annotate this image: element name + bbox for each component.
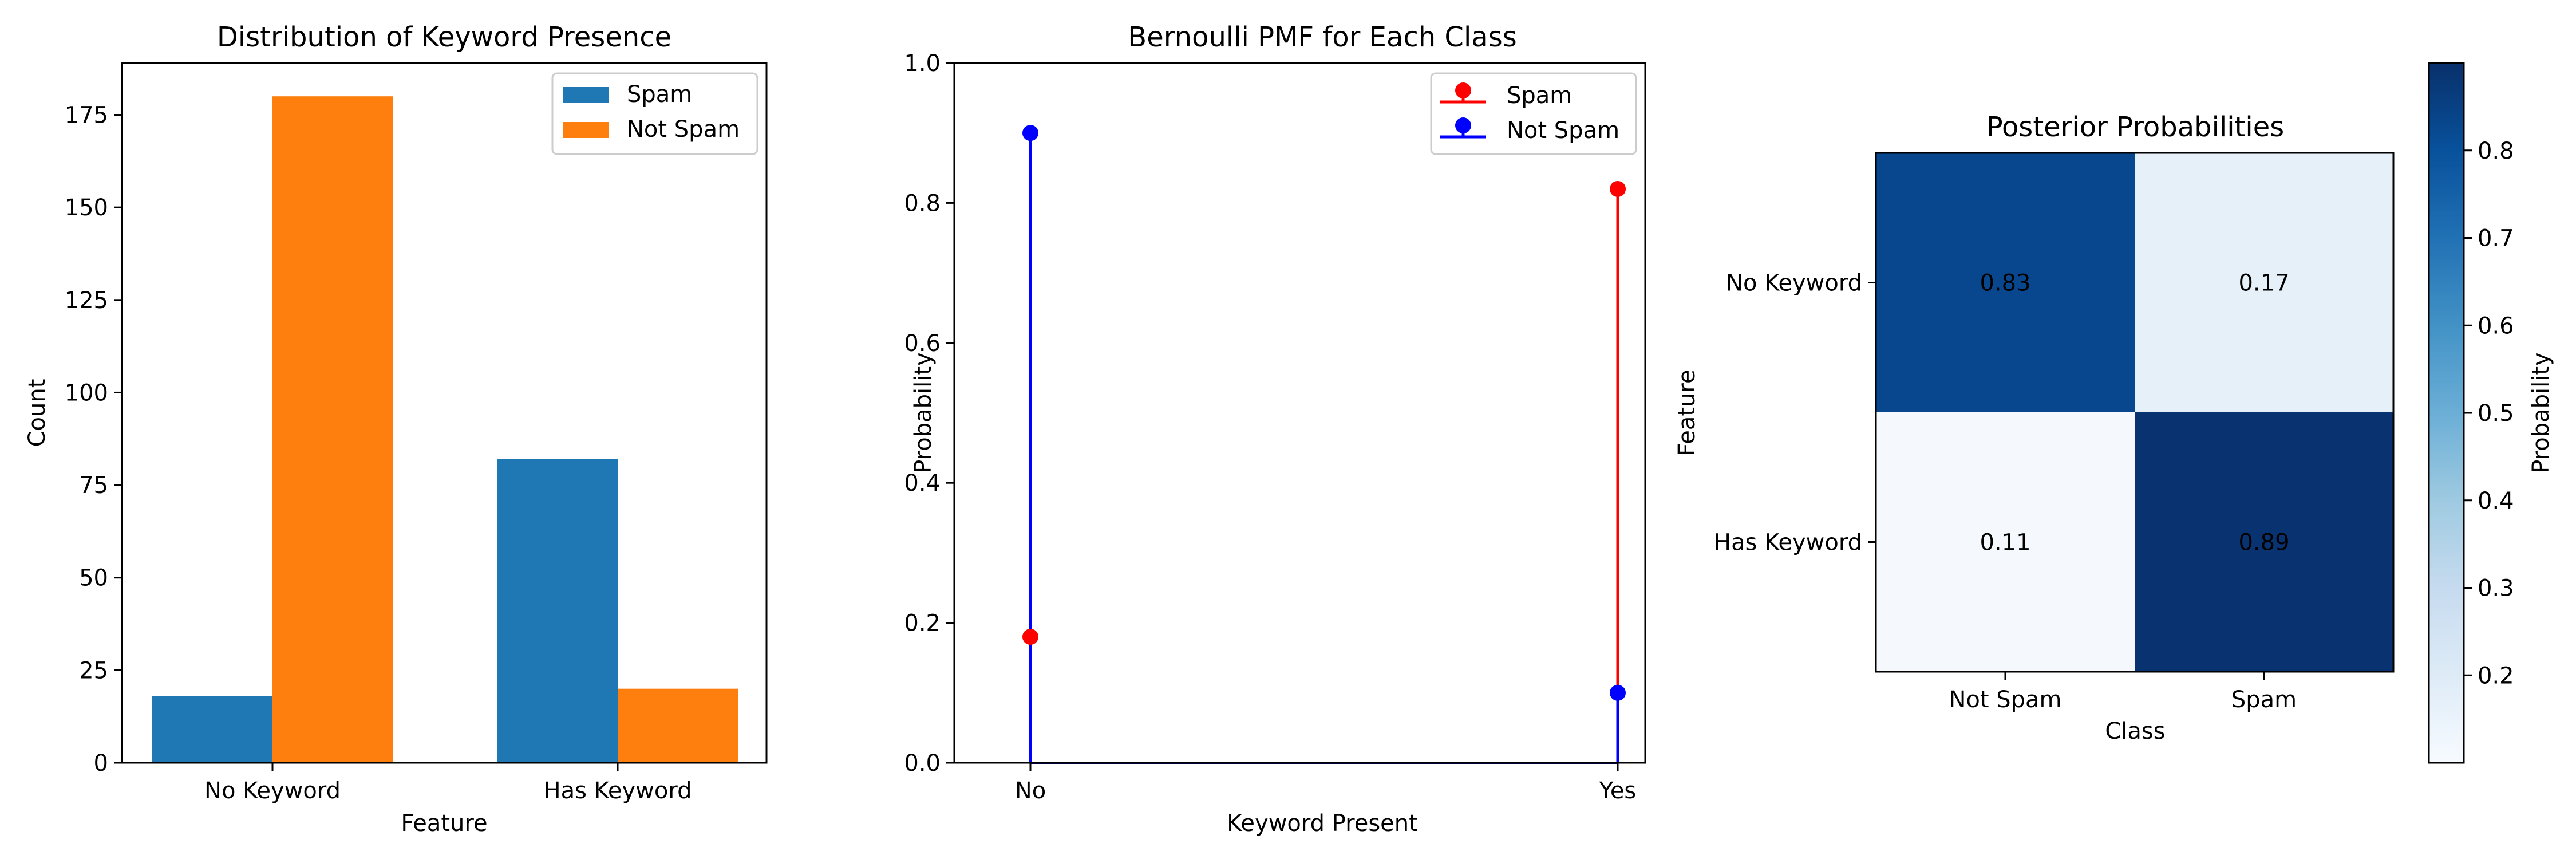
heatmap-chart: Posterior Probabilities 0.83 0.17 0.11 0.89… [1674, 62, 2554, 764]
bar-ytick-label: 125 [65, 287, 108, 314]
bar-legend-swatch [563, 122, 609, 138]
bar-ytick-label: 100 [65, 380, 108, 406]
stem-chart-frame [953, 62, 1646, 764]
stem-legend-marker [1455, 117, 1471, 133]
stem-marker-not-spam-1 [1610, 684, 1626, 701]
stem-marker-spam-1 [1610, 180, 1626, 197]
heatmap-cell-label: 0.89 [2238, 530, 2289, 556]
stem-legend-marker [1455, 82, 1471, 98]
stem-ytick-label: 0.8 [904, 190, 941, 216]
stem-ytick-label: 1.0 [904, 50, 941, 77]
bar-chart-title: Distribution of Keyword Presence [217, 21, 671, 53]
colorbar-gradient [2429, 63, 2464, 763]
bar-xtick-label: Has Keyword [544, 778, 692, 804]
stem-chart-ylabel: Probability [910, 352, 937, 473]
heatmap-cell-0-1 [2135, 153, 2393, 412]
colorbar-tick-label: 0.5 [2478, 400, 2514, 427]
heatmap-cell-1-1 [2135, 412, 2393, 672]
bar-legend-label: Spam [627, 81, 692, 108]
stem-marker-not-spam-0 [1022, 125, 1038, 141]
bar-xtick-label: No Keyword [204, 778, 341, 804]
bar-chart-legend: Spam Not Spam [551, 72, 758, 155]
bar-chart: Distribution of Keyword Presence 0 25 50 75… [24, 21, 768, 837]
heatmap-title: Posterior Probabilities [1986, 111, 2285, 143]
stem-chart-xlabel: Keyword Present [1227, 810, 1418, 837]
stem-ytick-label: 0.0 [904, 750, 941, 777]
bar-not-spam-1 [618, 688, 738, 763]
bar-ytick-label: 175 [65, 103, 108, 129]
bar-ytick-label: 75 [79, 472, 108, 499]
heatmap-ylabel: Feature [1674, 369, 1700, 456]
bar-chart-frame [121, 62, 768, 764]
bar-ytick-label: 25 [79, 657, 108, 684]
bar-ytick-label: 0 [94, 750, 108, 777]
heatmap-cell-label: 0.83 [1980, 270, 2030, 297]
stem-chart-title: Bernoulli PMF for Each Class [1128, 21, 1516, 53]
heatmap-frame [1875, 152, 2395, 673]
colorbar-tick-label: 0.7 [2478, 226, 2514, 252]
heatmap-xtick-label: Spam [2231, 687, 2297, 713]
stem-xtick-label: No [1015, 778, 1046, 804]
bar-not-spam-0 [272, 96, 393, 763]
heatmap-cell-0-0 [1876, 153, 2135, 412]
bar-ytick-label: 150 [65, 195, 108, 221]
stem-ytick-label: 0.4 [904, 470, 941, 497]
stem-legend-label: Not Spam [1507, 117, 1619, 144]
heatmap-xlabel: Class [2105, 718, 2165, 744]
stem-legend-label: Spam [1507, 82, 1572, 109]
colorbar-tick-label: 0.6 [2478, 313, 2514, 339]
stem-ytick-label: 0.6 [904, 330, 941, 357]
stem-chart: Bernoulli PMF for Each Class 0.0 0.2 0.4 0.… [904, 21, 1646, 837]
bar-legend-swatch [563, 87, 609, 103]
bar-chart-xlabel: Feature [401, 810, 487, 837]
bar-spam-0 [152, 696, 272, 763]
stem-legend-box [1430, 72, 1637, 155]
colorbar-label: Probability [2528, 352, 2554, 473]
bar-spam-1 [497, 459, 618, 763]
heatmap-cell-label: 0.11 [1980, 530, 2030, 556]
stem-marker-spam-0 [1022, 629, 1038, 645]
heatmap-ytick-label: Has Keyword [1714, 530, 1862, 556]
stem-xtick-label: Yes [1599, 778, 1637, 804]
heatmap-ytick-label: No Keyword [1726, 270, 1862, 297]
colorbar-tick-label: 0.8 [2478, 138, 2514, 164]
colorbar: 0.2 0.3 0.4 0.5 0.6 0.7 0.8 Probability [2428, 62, 2554, 764]
heatmap-cell-1-0 [1876, 412, 2135, 672]
bar-ytick-label: 50 [79, 565, 108, 592]
stem-chart-legend: Spam Not Spam [1430, 72, 1637, 155]
bar-chart-ylabel: Count [24, 379, 50, 447]
stem-ytick-label: 0.2 [904, 610, 941, 637]
heatmap-xtick-label: Not Spam [1949, 687, 2061, 713]
colorbar-tick-label: 0.2 [2478, 663, 2514, 689]
colorbar-tick-label: 0.4 [2478, 488, 2514, 514]
colorbar-tick-label: 0.3 [2478, 576, 2514, 602]
bar-legend-label: Not Spam [627, 116, 740, 143]
heatmap-cell-label: 0.17 [2238, 270, 2289, 297]
